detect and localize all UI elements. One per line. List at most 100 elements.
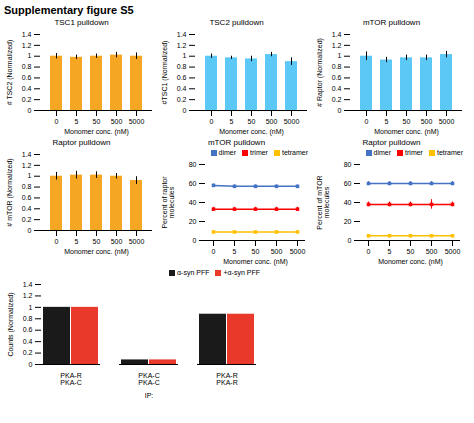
svg-text:5: 5: [233, 248, 237, 255]
svg-text:0.4: 0.4: [332, 85, 342, 92]
svg-text:500: 500: [421, 118, 433, 125]
svg-text:500: 500: [111, 238, 123, 245]
svg-text:1.4: 1.4: [22, 31, 32, 38]
svg-text:Percent of mTORmolecules: Percent of mTORmolecules: [316, 175, 330, 229]
svg-text:50: 50: [93, 118, 101, 125]
svg-text:Percent of raptormolecules: Percent of raptormolecules: [161, 176, 175, 229]
svg-text:0: 0: [28, 227, 32, 234]
svg-text:# TSC2 (Normalized): # TSC2 (Normalized): [6, 40, 14, 106]
svg-text:1.4: 1.4: [332, 31, 342, 38]
svg-text:#TSC1 (Normalized): #TSC1 (Normalized): [161, 41, 169, 105]
svg-text:1: 1: [338, 52, 342, 59]
svg-text:Monomer conc. (nM): Monomer conc. (nM): [223, 258, 288, 266]
svg-text:1: 1: [28, 52, 32, 59]
html-text:Supplementary figure S5: Supplementary figure S5: [4, 4, 134, 16]
svg-text:50: 50: [93, 238, 101, 245]
svg-text:Monomer conc. (nM): Monomer conc. (nM): [64, 128, 129, 136]
svg-text:5000: 5000: [290, 248, 306, 255]
svg-text:0.6: 0.6: [332, 74, 342, 81]
svg-text:80: 80: [189, 161, 197, 168]
svg-text:Monomer conc. (nM): Monomer conc. (nM): [64, 248, 129, 256]
svg-text:1.4: 1.4: [177, 31, 187, 38]
svg-text:0: 0: [212, 248, 216, 255]
svg-text:0.6: 0.6: [22, 74, 32, 81]
svg-text:PKA-RPKA-R: PKA-RPKA-R: [216, 372, 237, 386]
svg-text:0.8: 0.8: [22, 63, 32, 70]
svg-text:500: 500: [271, 248, 283, 255]
svg-text:5: 5: [388, 248, 392, 255]
svg-text:50: 50: [403, 118, 411, 125]
svg-text:# mTOR (Normalized): # mTOR (Normalized): [6, 158, 14, 226]
svg-text:0.4: 0.4: [23, 338, 33, 345]
svg-text:500: 500: [111, 118, 123, 125]
svg-text:5: 5: [230, 118, 234, 125]
svg-text:5000: 5000: [129, 118, 145, 125]
svg-text:0.6: 0.6: [23, 326, 33, 333]
svg-text:1.2: 1.2: [22, 162, 32, 169]
svg-text:# Raptor (Normalized): # Raptor (Normalized): [316, 38, 324, 107]
svg-text:0.4: 0.4: [22, 205, 32, 212]
svg-text:5: 5: [75, 238, 79, 245]
svg-text:0.2: 0.2: [22, 96, 32, 103]
svg-text:50: 50: [252, 248, 260, 255]
svg-text:0.4: 0.4: [22, 85, 32, 92]
svg-text:0: 0: [183, 107, 187, 114]
svg-text:40: 40: [344, 199, 352, 206]
svg-text:0.2: 0.2: [332, 96, 342, 103]
svg-text:0.2: 0.2: [23, 349, 33, 356]
svg-text:0: 0: [28, 107, 32, 114]
svg-text:500: 500: [426, 248, 438, 255]
svg-text:0.2: 0.2: [22, 216, 32, 223]
svg-text:5000: 5000: [445, 248, 461, 255]
svg-text:0.4: 0.4: [177, 85, 187, 92]
svg-text:Monomer conc. (nM): Monomer conc. (nM): [374, 128, 439, 136]
svg-text:5: 5: [75, 118, 79, 125]
svg-text:0: 0: [210, 118, 214, 125]
svg-text:0: 0: [29, 361, 33, 368]
svg-text:1: 1: [28, 172, 32, 179]
svg-text:0: 0: [338, 107, 342, 114]
svg-text:1.2: 1.2: [332, 42, 342, 49]
svg-text:5000: 5000: [284, 118, 300, 125]
svg-text:1: 1: [183, 52, 187, 59]
svg-text:1.4: 1.4: [23, 281, 33, 288]
svg-text:5000: 5000: [129, 238, 145, 245]
svg-text:5000: 5000: [439, 118, 455, 125]
svg-text:0.6: 0.6: [177, 74, 187, 81]
svg-text:1: 1: [29, 304, 33, 311]
svg-text:50: 50: [248, 118, 256, 125]
svg-text:1.2: 1.2: [23, 292, 33, 299]
svg-text:50: 50: [407, 248, 415, 255]
html-text:TSC1 pulldown: TSC1 pulldown: [54, 18, 109, 27]
svg-text:0.8: 0.8: [22, 183, 32, 190]
svg-text:40: 40: [189, 199, 197, 206]
svg-text:60: 60: [344, 180, 352, 187]
svg-text:60: 60: [189, 180, 197, 187]
svg-text:0: 0: [365, 118, 369, 125]
svg-text:IP:: IP:: [145, 392, 154, 399]
svg-text:0: 0: [55, 238, 59, 245]
svg-text:PKA-CPKA-C: PKA-CPKA-C: [138, 372, 159, 386]
svg-text:0.6: 0.6: [22, 194, 32, 201]
svg-text:1.4: 1.4: [22, 151, 32, 158]
svg-text:0: 0: [348, 237, 352, 244]
svg-text:1.2: 1.2: [22, 42, 32, 49]
svg-text:PKA-RPKA-C: PKA-RPKA-C: [60, 372, 81, 386]
svg-text:5: 5: [385, 118, 389, 125]
svg-text:0: 0: [55, 118, 59, 125]
svg-text:500: 500: [266, 118, 278, 125]
svg-text:Monomer conc. (nM): Monomer conc. (nM): [378, 258, 443, 266]
svg-text:Counts (Normalized): Counts (Normalized): [7, 292, 15, 356]
svg-text:0.8: 0.8: [23, 315, 33, 322]
svg-text:0: 0: [193, 237, 197, 244]
svg-text:0.8: 0.8: [332, 63, 342, 70]
svg-text:0.8: 0.8: [177, 63, 187, 70]
html-text:TSC2 pulldown: TSC2 pulldown: [209, 18, 264, 27]
svg-text:0.2: 0.2: [177, 96, 187, 103]
svg-text:80: 80: [344, 161, 352, 168]
svg-text:0: 0: [367, 248, 371, 255]
svg-text:1.2: 1.2: [177, 42, 187, 49]
svg-text:Monomer conc. (nM): Monomer conc. (nM): [219, 128, 284, 136]
svg-text:20: 20: [344, 218, 352, 225]
svg-text:20: 20: [189, 218, 197, 225]
